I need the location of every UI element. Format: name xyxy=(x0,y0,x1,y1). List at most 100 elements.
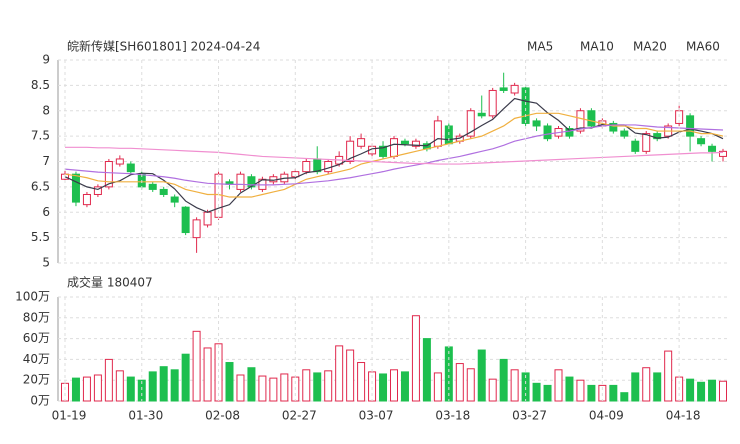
volume-bar xyxy=(565,376,574,402)
volume-bar xyxy=(280,373,289,402)
candle-body xyxy=(357,138,366,147)
candle-body xyxy=(565,128,574,137)
candle-body xyxy=(379,145,388,157)
candle-body xyxy=(708,145,717,152)
candle-body xyxy=(576,110,585,132)
candle-body xyxy=(587,110,596,127)
volume-bar xyxy=(93,374,102,402)
candle-body xyxy=(466,110,475,137)
candle-body xyxy=(82,193,91,206)
volume-bar xyxy=(499,358,508,402)
volume-bar xyxy=(433,372,442,402)
x-tick-label: 01-19 xyxy=(52,409,87,423)
candle-body xyxy=(620,130,629,137)
candle-body xyxy=(192,219,201,239)
candle-body xyxy=(477,112,486,117)
candle-body xyxy=(510,84,519,94)
volume-bar xyxy=(477,349,486,402)
candle-body xyxy=(236,173,245,190)
x-tick-label: 03-18 xyxy=(435,409,470,423)
volume-bar xyxy=(554,369,563,402)
candle-body xyxy=(148,183,157,190)
candle-body xyxy=(159,188,168,195)
volume-bar xyxy=(269,377,278,402)
volume-bar xyxy=(170,369,179,402)
y-tick-label: 0万 xyxy=(30,394,50,408)
y-tick-label: 8 xyxy=(42,103,50,117)
y-tick-label: 20万 xyxy=(23,373,50,387)
volume-bar xyxy=(543,384,552,402)
volume-bar xyxy=(148,371,157,402)
volume-bar xyxy=(708,379,717,402)
volume-bar xyxy=(444,346,453,402)
y-tick-label: 100万 xyxy=(15,290,50,304)
candle-body xyxy=(719,150,727,157)
volume-bar xyxy=(82,376,91,402)
x-tick-label: 02-08 xyxy=(205,409,240,423)
candle-body xyxy=(631,140,640,152)
volume-bar xyxy=(609,384,618,402)
x-tick-label: 01-30 xyxy=(128,409,163,423)
volume-bar xyxy=(104,358,113,402)
volume-bar xyxy=(697,381,706,402)
candle-body xyxy=(642,133,651,152)
candle-body xyxy=(115,158,124,165)
candle-body xyxy=(390,138,398,157)
ma-line xyxy=(65,146,724,165)
x-tick-label: 03-07 xyxy=(359,409,394,423)
candle-body xyxy=(488,89,497,117)
volume-bar xyxy=(455,363,464,402)
volume-bar xyxy=(247,367,256,402)
y-tick-label: 8.5 xyxy=(31,78,50,92)
ma-line xyxy=(64,112,724,198)
legend-label: MA10 xyxy=(580,40,614,54)
x-tick-label: 02-27 xyxy=(282,409,317,423)
candle-body xyxy=(170,196,179,203)
y-tick-label: 60万 xyxy=(23,331,50,345)
candle-body xyxy=(521,87,530,124)
volume-bar xyxy=(719,380,727,402)
volume-bar xyxy=(620,392,629,402)
y-tick-label: 80万 xyxy=(23,310,50,324)
candle-body xyxy=(181,206,190,234)
y-tick-label: 7 xyxy=(42,154,50,168)
volume-bar xyxy=(390,369,398,402)
y-tick-label: 40万 xyxy=(23,352,50,366)
volume-bar xyxy=(631,372,640,402)
volume-bar xyxy=(313,372,322,402)
volume-bar xyxy=(664,350,673,402)
candle-body xyxy=(313,158,322,173)
candle-body xyxy=(532,120,541,127)
volume-bar xyxy=(466,368,475,402)
volume-bar xyxy=(192,330,201,402)
x-tick-label: 04-09 xyxy=(589,409,624,423)
volume-bar xyxy=(400,371,409,402)
volume-bar xyxy=(335,345,344,402)
volume-bar xyxy=(203,347,212,402)
volume-bar xyxy=(576,379,585,402)
legend-label: MA60 xyxy=(686,40,720,54)
x-tick-label: 04-18 xyxy=(666,409,701,423)
volume-bar xyxy=(71,377,80,402)
y-tick-label: 9 xyxy=(42,53,50,67)
volume-bar xyxy=(379,373,388,402)
y-tick-label: 7.5 xyxy=(31,129,50,143)
volume-bar xyxy=(225,362,234,402)
volume-bar xyxy=(181,353,190,402)
volume-bar xyxy=(324,370,333,402)
candle-body xyxy=(686,115,695,137)
volume-bar xyxy=(302,369,311,402)
candle-body xyxy=(302,161,311,173)
candle-body xyxy=(71,173,80,203)
volume-bar xyxy=(126,376,135,402)
y-tick-label: 6 xyxy=(42,205,50,219)
candle-body xyxy=(104,161,113,188)
volume-bar xyxy=(686,378,695,402)
candle-body xyxy=(126,163,135,173)
volume-bar xyxy=(422,338,431,402)
ma-line xyxy=(64,124,724,186)
candle-body xyxy=(609,122,618,132)
chart-title: 皖新传媒[SH601801] 2024-04-24 xyxy=(67,39,260,54)
volume-bar xyxy=(488,378,497,402)
volume-bar xyxy=(642,367,651,402)
